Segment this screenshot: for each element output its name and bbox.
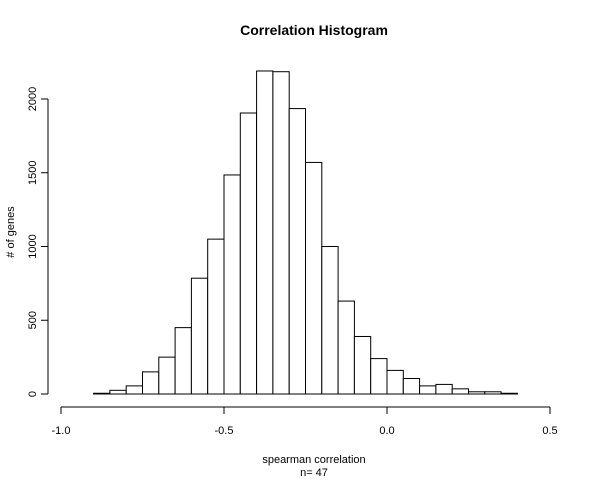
histogram-bar bbox=[370, 358, 388, 395]
y-tick-label: 500 bbox=[27, 311, 39, 329]
histogram-bar bbox=[125, 385, 143, 395]
histogram-bar bbox=[223, 174, 241, 395]
y-tick-label: 0 bbox=[27, 391, 39, 397]
histogram-bar bbox=[321, 246, 339, 395]
histogram-bar bbox=[174, 327, 192, 395]
histogram-bar bbox=[500, 392, 518, 395]
y-tick-label: 1000 bbox=[27, 234, 39, 258]
histogram-bar bbox=[435, 383, 453, 395]
histogram-bars bbox=[93, 70, 518, 395]
x-tick-label: 0.5 bbox=[542, 425, 557, 437]
histogram-bar bbox=[451, 388, 470, 395]
x-tick-label: -0.5 bbox=[215, 425, 234, 437]
x-axis: -1.0 -0.5 0.0 0.5 bbox=[52, 406, 558, 437]
x-axis-sublabel: n= 47 bbox=[300, 467, 328, 479]
histogram-bar bbox=[207, 238, 225, 395]
x-tick-label: -1.0 bbox=[52, 425, 71, 437]
x-axis-label: spearman correlation bbox=[262, 454, 365, 466]
histogram-bar bbox=[256, 70, 274, 395]
histogram-bar bbox=[239, 112, 258, 395]
histogram-bar bbox=[93, 392, 111, 395]
histogram-bar bbox=[402, 378, 421, 395]
histogram-bar bbox=[468, 391, 486, 395]
y-axis: 0 500 1000 1500 2000 bbox=[27, 87, 49, 397]
histogram-bar bbox=[190, 277, 209, 395]
y-tick-label: 2000 bbox=[27, 87, 39, 111]
chart-title: Correlation Histogram bbox=[240, 22, 388, 38]
x-tick-label: 0.0 bbox=[379, 425, 394, 437]
histogram-bar bbox=[419, 385, 437, 395]
histogram-bar bbox=[337, 300, 355, 395]
histogram-bar bbox=[272, 71, 290, 395]
histogram-bar bbox=[158, 356, 176, 395]
histogram-bar bbox=[109, 389, 127, 395]
histogram-bar bbox=[484, 391, 502, 395]
y-axis-label: # of genes bbox=[5, 206, 17, 258]
histogram-bar bbox=[142, 371, 160, 395]
histogram-bar bbox=[305, 161, 323, 395]
y-tick-label: 1500 bbox=[27, 161, 39, 185]
histogram-bar bbox=[288, 108, 307, 395]
histogram-bar bbox=[353, 335, 372, 395]
histogram-bar bbox=[386, 369, 404, 395]
